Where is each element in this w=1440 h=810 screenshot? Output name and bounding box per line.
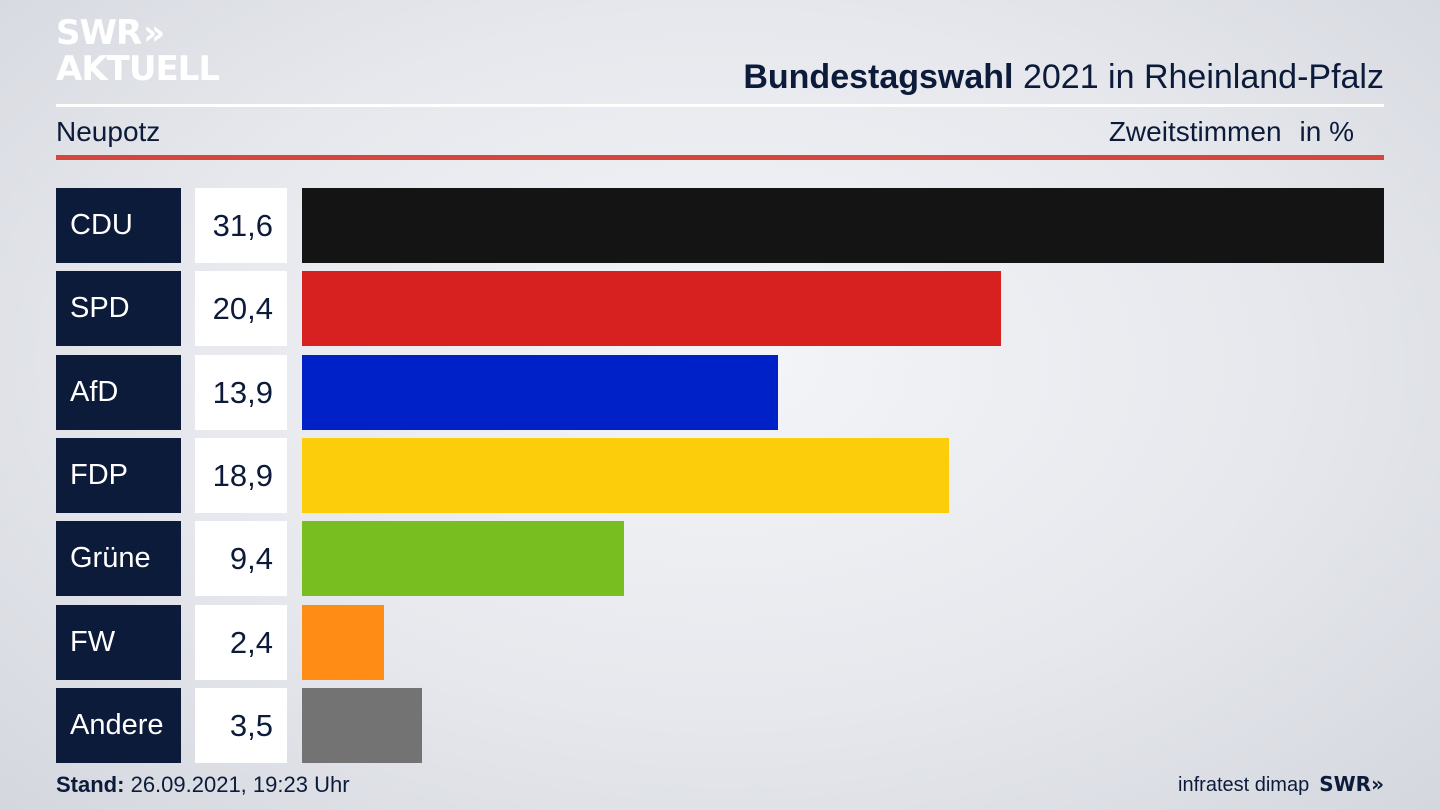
value-label: 3,5 [195,688,287,763]
bar-row: FDP 18,9 [56,438,1384,513]
logo-swr-text: SWR [56,13,142,53]
footer-swr-logo: SWR» [1319,772,1384,796]
bar-row: CDU 31,6 [56,188,1384,263]
logo-aktuell-text: AKTUELL [56,49,220,89]
location-label: Neupotz [56,116,161,147]
party-label: SPD [56,271,181,346]
value-label: 2,4 [195,605,287,680]
swr-aktuell-logo: SWR» AKTUELL [56,13,220,89]
logo-arrows-icon: » [143,13,165,53]
footer-logo-arrows-icon: » [1371,772,1384,796]
accent-divider [56,155,1384,160]
party-label: Andere [56,688,181,763]
party-label: AfD [56,355,181,430]
party-label: Grüne [56,521,181,596]
party-label: CDU [56,188,181,263]
stand-value: 26.09.2021, 19:23 Uhr [130,772,350,797]
bar [302,521,624,596]
bar-row: Andere 3,5 [56,688,1384,763]
value-label: 20,4 [195,271,287,346]
bar [302,688,422,763]
bar [302,271,1001,346]
source-credit: infratest dimap SWR» [1178,772,1384,797]
bar [302,355,778,430]
stand-label: Stand: [56,772,125,797]
bar [302,188,1384,263]
header-divider [56,104,1384,107]
value-label: 31,6 [195,188,287,263]
measure-text: Zweitstimmen [1108,116,1282,147]
measure-label: Zweitstimmen in % [1109,116,1354,148]
party-label: FW [56,605,181,680]
bar [302,438,949,513]
title-rest: 2021 in Rheinland-Pfalz [1022,58,1384,96]
bar-row: FW 2,4 [56,605,1384,680]
bar-row: Grüne 9,4 [56,521,1384,596]
unit-text: in % [1299,116,1354,147]
bar-row: AfD 13,9 [56,355,1384,430]
page-title: Bundestagswahl 2021 in Rheinland-Pfalz [743,58,1384,97]
value-label: 13,9 [195,355,287,430]
value-label: 9,4 [195,521,287,596]
party-label: FDP [56,438,181,513]
title-bold: Bundestagswahl [743,58,1014,96]
timestamp: Stand: 26.09.2021, 19:23 Uhr [56,772,350,798]
bar-row: SPD 20,4 [56,271,1384,346]
bar [302,605,384,680]
value-label: 18,9 [195,438,287,513]
source-text: infratest dimap [1178,774,1310,796]
footer-logo-text: SWR [1319,772,1372,796]
